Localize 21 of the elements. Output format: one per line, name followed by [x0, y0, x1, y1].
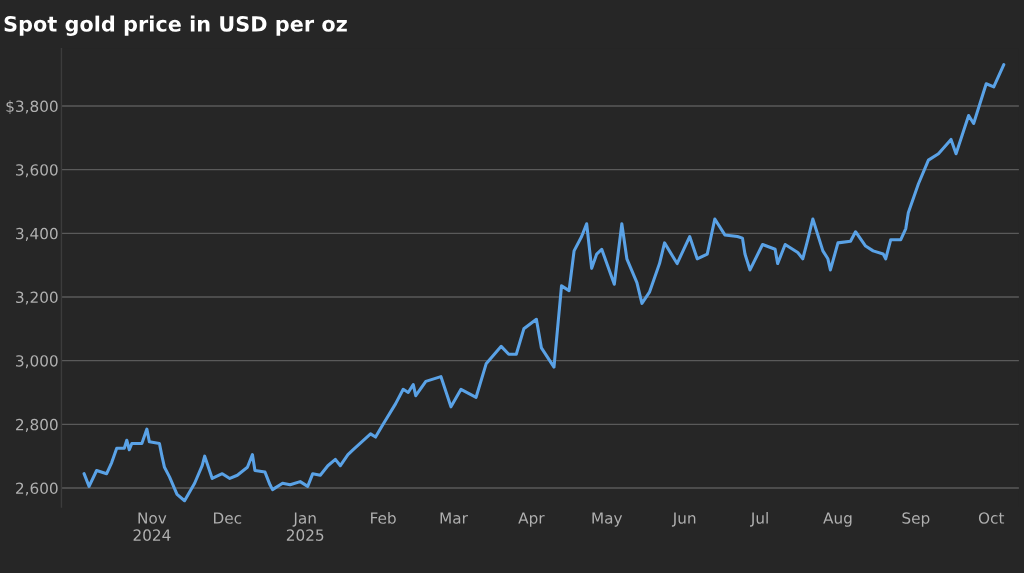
x-tick-label: Jul	[750, 511, 768, 527]
x-tick-label: Jan 2025	[286, 512, 324, 541]
line-series	[82, 63, 1006, 503]
y-tick-label: 3,400	[16, 227, 58, 241]
x-tick-label: Feb	[371, 511, 396, 524]
x-tick-label: Jun	[671, 512, 696, 527]
x-tick-label: Oct	[978, 512, 1005, 524]
x-tick-label: Dec	[214, 512, 242, 524]
x-tick-label: Nov 2024	[133, 512, 171, 541]
y-tick-label: 3,000	[16, 355, 58, 369]
chart-title: Spot gold price in USD per oz	[4, 15, 347, 36]
y-tick-label: 3,600	[16, 164, 58, 178]
y-tick-label: 2,600	[16, 482, 58, 496]
y-tick-label: $3,800	[6, 100, 58, 115]
y-tick-label: 3,200	[16, 291, 58, 305]
x-tick-label: May	[592, 512, 623, 527]
x-tick-label: Sep	[902, 512, 930, 527]
x-tick-label: Apr	[518, 512, 545, 527]
y-tick-label: 2,800	[16, 418, 58, 432]
x-tick-label: Aug	[823, 512, 852, 527]
x-tick-label: Mar	[440, 512, 468, 524]
